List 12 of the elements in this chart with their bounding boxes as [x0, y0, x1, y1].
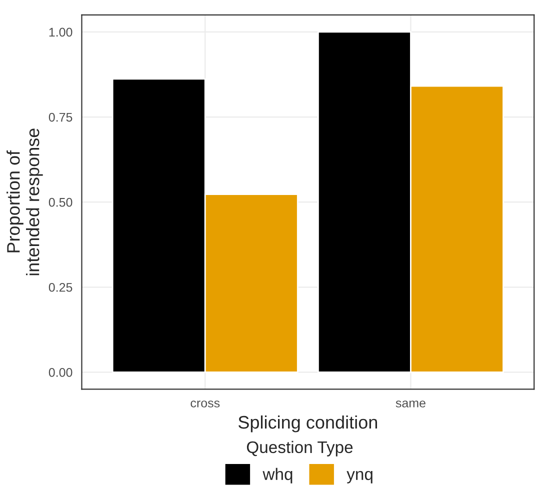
legend-label: whq [262, 468, 292, 484]
y-tick-label: 0.25 [48, 282, 72, 292]
x-tick-label: cross [190, 400, 220, 408]
y-tick-label: 0.50 [48, 198, 72, 207]
y-tick-label: 0.00 [48, 368, 72, 377]
y-tick-label: 0.75 [48, 112, 72, 122]
x-tick-label: same [396, 400, 426, 408]
y-axis-title: Proportion of intended response [6, 128, 43, 276]
legend-title: Question Type [246, 440, 353, 456]
legend-label: ynq [346, 470, 372, 484]
y-tick-label: 1.00 [49, 28, 72, 37]
x-axis-title: Splicing condition [238, 415, 378, 432]
